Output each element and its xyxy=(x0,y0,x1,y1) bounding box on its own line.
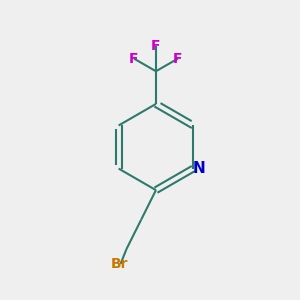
Text: F: F xyxy=(129,52,139,66)
Text: N: N xyxy=(192,161,205,176)
Text: F: F xyxy=(151,39,161,53)
Text: F: F xyxy=(173,52,183,66)
Text: Br: Br xyxy=(110,257,128,271)
